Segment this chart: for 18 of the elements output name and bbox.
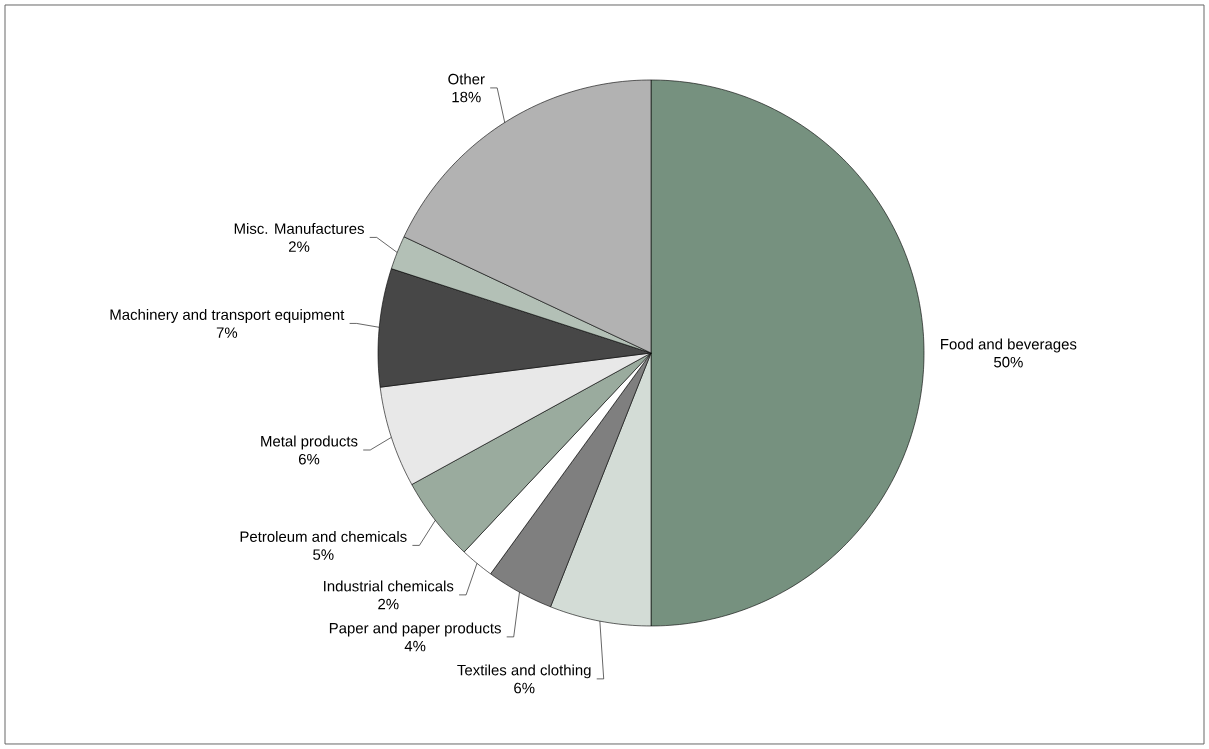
slice-label: Metal products xyxy=(261,435,358,450)
slice-label: Misc. Manufactures xyxy=(234,222,364,234)
data-label: 18% xyxy=(452,91,481,103)
data-label: 2% xyxy=(378,598,399,610)
slice-label: Textiles and clothing xyxy=(457,664,591,679)
data-label: 5% xyxy=(313,549,334,560)
data-label: 6% xyxy=(514,682,535,694)
slice-label: Food and beverages xyxy=(941,338,1077,353)
data-label: 50% xyxy=(994,356,1023,368)
slice-label: Industrial chemicals xyxy=(324,580,454,592)
slice-label: Machinery and transport equipment xyxy=(110,309,345,323)
slice-label: Other xyxy=(448,73,485,85)
data-label: 4% xyxy=(404,640,426,652)
slice-label: Petroleum and chemicals xyxy=(240,530,407,542)
slice-label: Paper and paper products xyxy=(329,622,501,637)
data-label: 2% xyxy=(289,241,310,252)
data-label: 6% xyxy=(298,453,320,465)
data-label: 7% xyxy=(216,327,238,338)
